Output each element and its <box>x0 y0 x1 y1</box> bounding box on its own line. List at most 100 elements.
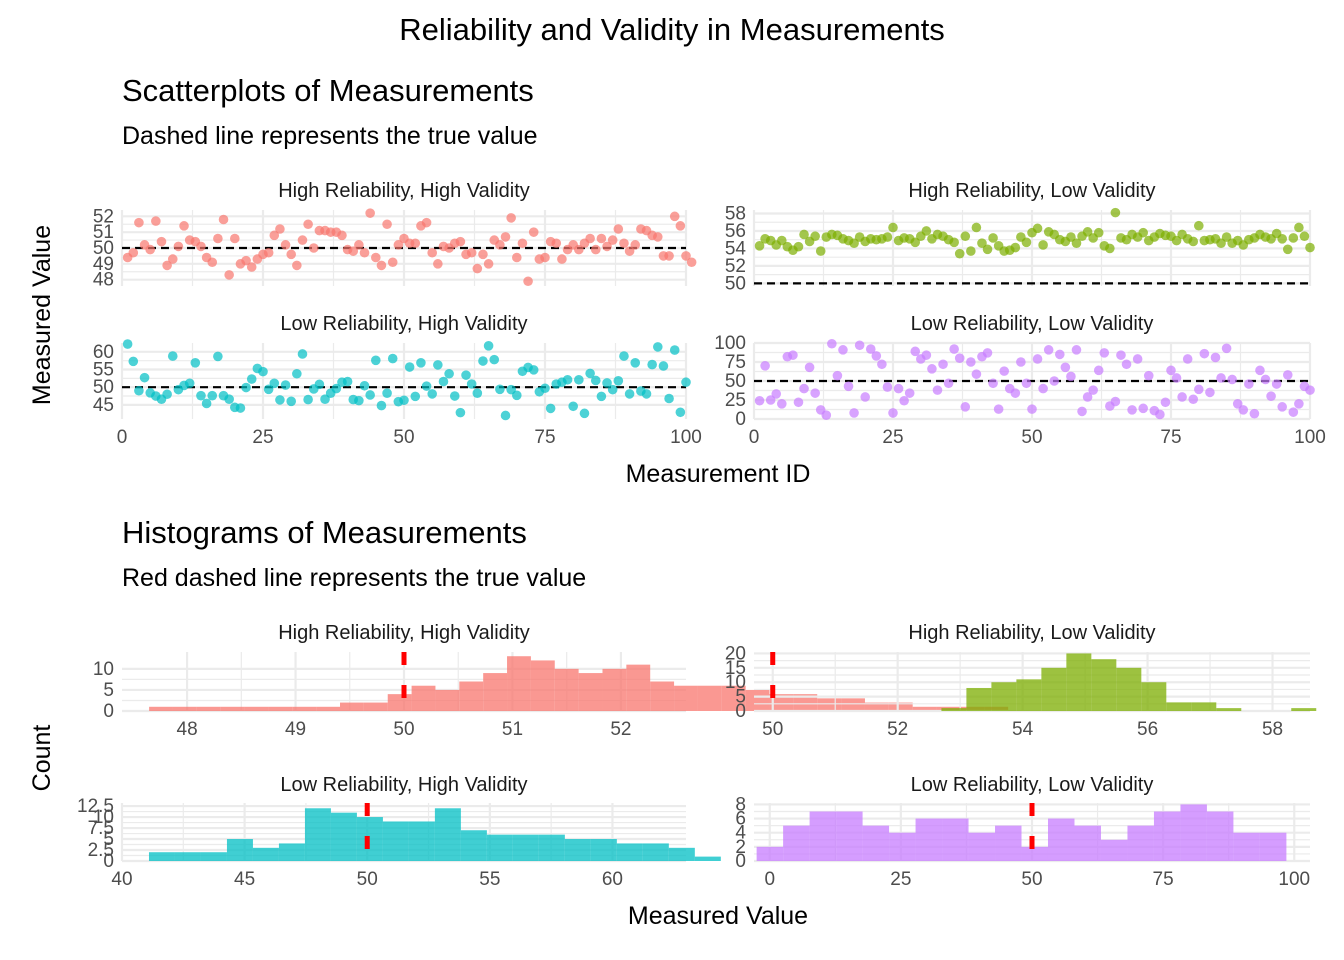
data-point <box>1271 379 1282 389</box>
data-point <box>771 389 782 399</box>
data-point <box>927 364 937 374</box>
data-point <box>982 348 993 358</box>
data-point <box>971 222 982 233</box>
data-point <box>821 410 832 421</box>
data-point <box>292 260 302 271</box>
data-point <box>1116 350 1126 360</box>
data-point <box>607 384 618 395</box>
data-point <box>765 395 776 405</box>
data-point <box>686 257 697 268</box>
histogram-bar <box>674 685 698 711</box>
histogram-bar <box>196 706 221 711</box>
x-tick-label: 100 <box>1294 427 1326 448</box>
y-tick-label: 55 <box>93 360 114 381</box>
data-point <box>421 381 432 391</box>
data-point <box>1066 371 1076 382</box>
data-point <box>218 214 229 225</box>
data-point <box>960 231 971 242</box>
data-point <box>365 390 375 400</box>
data-point <box>832 370 843 381</box>
data-point <box>269 378 280 389</box>
data-point <box>843 381 854 392</box>
x-tick-label: 25 <box>882 427 903 448</box>
data-point <box>954 248 965 259</box>
x-tick-label: 0 <box>117 427 128 448</box>
data-point <box>1221 232 1232 242</box>
histogram-bar <box>226 839 253 861</box>
histogram-bar <box>363 702 388 711</box>
x-tick-label: 25 <box>252 427 273 448</box>
data-point <box>585 233 595 244</box>
histogram-bar <box>554 668 579 711</box>
data-point <box>506 213 516 223</box>
data-point <box>286 249 297 260</box>
histogram-bar <box>769 694 794 711</box>
data-point <box>669 345 680 355</box>
data-point <box>613 376 624 386</box>
data-point <box>579 408 590 419</box>
data-point <box>754 395 765 406</box>
data-point <box>1221 343 1232 354</box>
data-point <box>1066 232 1076 242</box>
data-point <box>472 263 483 274</box>
y-tick-label: 0 <box>103 851 114 872</box>
histogram-bar <box>200 852 227 861</box>
histogram-bar <box>1259 832 1287 861</box>
data-point <box>904 388 915 398</box>
data-point <box>1160 397 1171 408</box>
data-point <box>982 244 993 255</box>
data-point <box>393 240 404 250</box>
x-tick-label: 75 <box>1160 427 1181 448</box>
data-point <box>602 378 612 388</box>
histogram-bar <box>292 706 317 711</box>
data-point <box>838 345 848 355</box>
data-point <box>1305 385 1315 395</box>
histogram-bar <box>756 846 784 861</box>
data-point <box>1138 403 1148 414</box>
data-point <box>433 259 443 269</box>
data-point <box>1077 406 1087 417</box>
histogram-bar <box>889 832 916 861</box>
data-point <box>528 365 539 375</box>
data-point <box>1216 373 1226 383</box>
data-point <box>624 389 635 399</box>
data-point <box>517 238 528 249</box>
data-point <box>1166 365 1176 376</box>
data-point <box>314 379 325 390</box>
data-point <box>681 251 691 261</box>
y-tick-label: 48 <box>93 270 114 291</box>
data-point <box>557 254 567 264</box>
data-point <box>201 398 212 409</box>
data-point <box>949 344 959 354</box>
data-point <box>893 383 904 394</box>
panel-6: High Reliability, Low Validity 50 52 54 56 58… <box>725 622 1317 740</box>
data-point <box>421 217 432 228</box>
histogram-bar <box>356 817 383 861</box>
histogram-bar <box>1116 667 1142 711</box>
histogram-bar <box>642 843 669 861</box>
data-point <box>574 374 584 385</box>
data-point <box>241 382 251 393</box>
histogram-bar <box>149 706 173 711</box>
data-point <box>184 378 195 389</box>
data-point <box>359 380 370 391</box>
data-point <box>1305 242 1315 253</box>
y-tick-label: 10 <box>93 659 114 680</box>
histogram-bar <box>942 818 969 861</box>
data-point <box>860 392 870 402</box>
data-point <box>1277 234 1287 244</box>
histogram-bar <box>650 681 675 711</box>
data-point <box>675 221 686 231</box>
data-point <box>1071 238 1082 248</box>
x-tick-label: 50 <box>1021 427 1042 448</box>
data-point <box>495 384 505 395</box>
data-point <box>466 247 477 258</box>
data-point <box>1171 235 1182 246</box>
data-point <box>574 244 584 255</box>
data-point <box>1132 354 1143 364</box>
y-tick-label: 50 <box>725 273 746 294</box>
y-tick-label: 0 <box>735 851 746 872</box>
histogram-bar <box>174 852 201 861</box>
data-point <box>404 362 415 372</box>
data-point <box>455 407 466 418</box>
